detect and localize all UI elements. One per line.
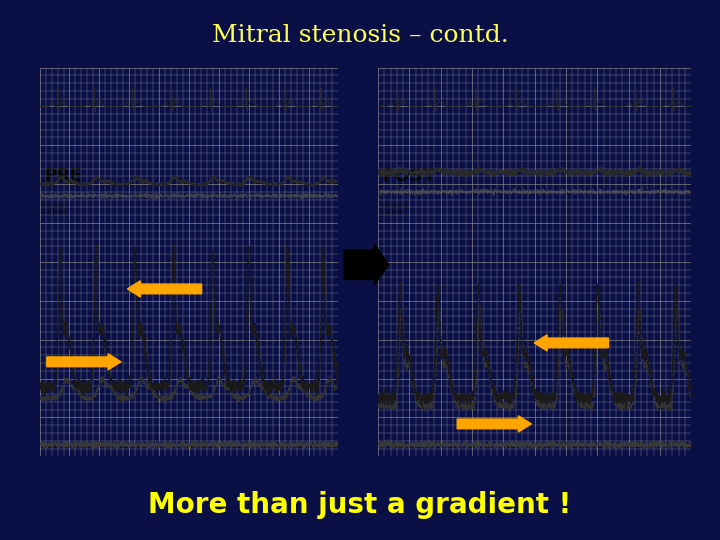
FancyArrow shape [534, 335, 608, 351]
Text: POST: POST [382, 167, 436, 185]
Text: LV [M%
LA [45]: LV [M% LA [45] [43, 204, 66, 215]
FancyArrow shape [47, 354, 121, 370]
FancyArrow shape [127, 281, 202, 297]
FancyArrow shape [344, 244, 389, 285]
FancyArrow shape [457, 416, 531, 432]
Text: Mitral stenosis – contd.: Mitral stenosis – contd. [212, 24, 508, 46]
Text: LV [M%]
LA [P5]: LV [M%] LA [P5] [382, 204, 407, 215]
Text: PRE: PRE [43, 167, 82, 185]
Text: More than just a gradient !: More than just a gradient ! [148, 491, 572, 519]
